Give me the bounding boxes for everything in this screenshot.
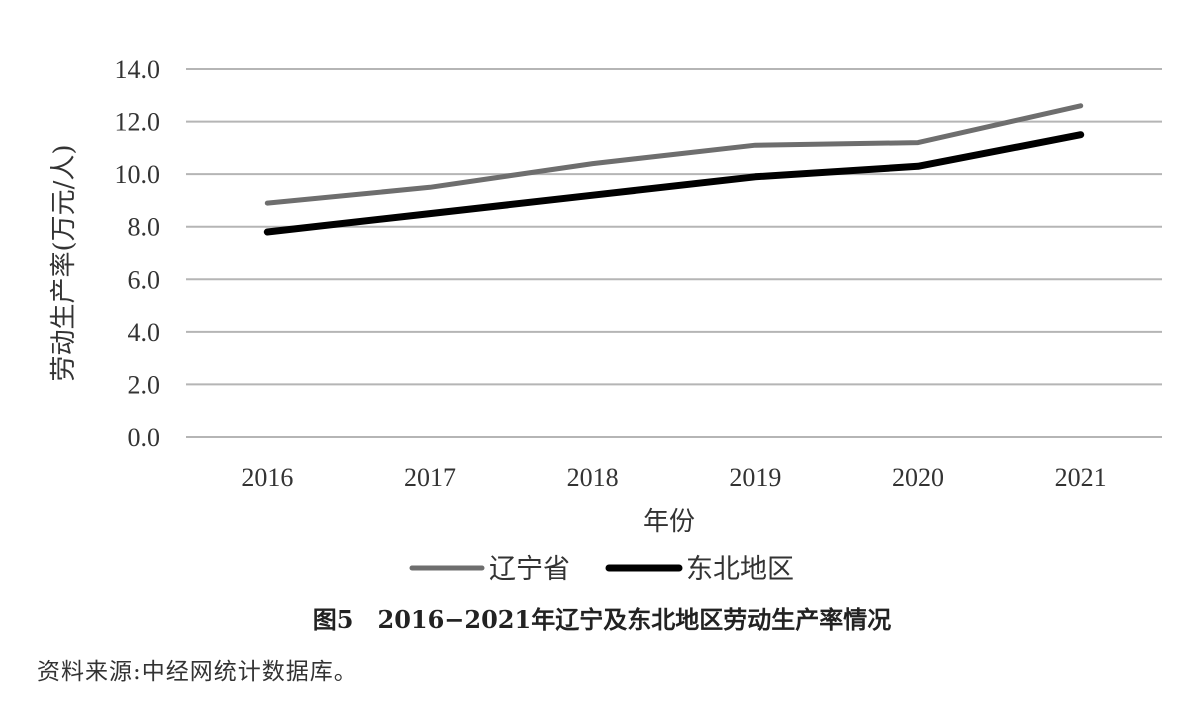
legend-label: 东北地区 (686, 554, 794, 585)
y-tick-label: 14.0 (115, 55, 161, 84)
line-chart: 0.0 2.0 4.0 6.0 8.0 10.0 12.0 14.0 2016 2017 2018… (49, 55, 1162, 585)
y-tick-label: 10.0 (115, 160, 161, 189)
legend-label: 辽宁省 (489, 554, 570, 585)
y-tick-label: 12.0 (115, 108, 161, 137)
x-tick-label: 2021 (1055, 463, 1107, 492)
x-axis-title: 年份 (643, 507, 695, 537)
y-tick-label: 4.0 (128, 318, 161, 347)
legend: 辽宁省 东北地区 (409, 554, 794, 585)
series-line-2 (263, 131, 1085, 236)
x-axis-ticks: 2016 2017 2018 2019 2020 2021 (241, 463, 1106, 492)
y-tick-label: 0.0 (128, 423, 161, 452)
x-tick-label: 2017 (404, 463, 456, 492)
x-tick-label: 2019 (729, 463, 781, 492)
figure-caption: 图5 2016−2021年辽宁及东北地区劳动生产率情况 (312, 605, 892, 634)
x-tick-label: 2020 (892, 463, 944, 492)
data-source-note: 资料来源:中经网统计数据库。 (37, 659, 358, 685)
legend-item-2: 东北地区 (605, 554, 794, 585)
x-tick-label: 2018 (567, 463, 619, 492)
y-axis-title: 劳动生产率(万元/人) (49, 144, 79, 381)
gridlines (186, 68, 1162, 438)
x-tick-label: 2016 (241, 463, 293, 492)
series-line-1 (264, 103, 1084, 206)
y-tick-label: 2.0 (128, 370, 161, 399)
y-tick-label: 8.0 (128, 213, 161, 242)
series-lines (263, 103, 1085, 236)
y-axis-ticks: 0.0 2.0 4.0 6.0 8.0 10.0 12.0 14.0 (115, 55, 161, 452)
legend-item-1: 辽宁省 (409, 554, 570, 585)
y-tick-label: 6.0 (128, 265, 161, 294)
